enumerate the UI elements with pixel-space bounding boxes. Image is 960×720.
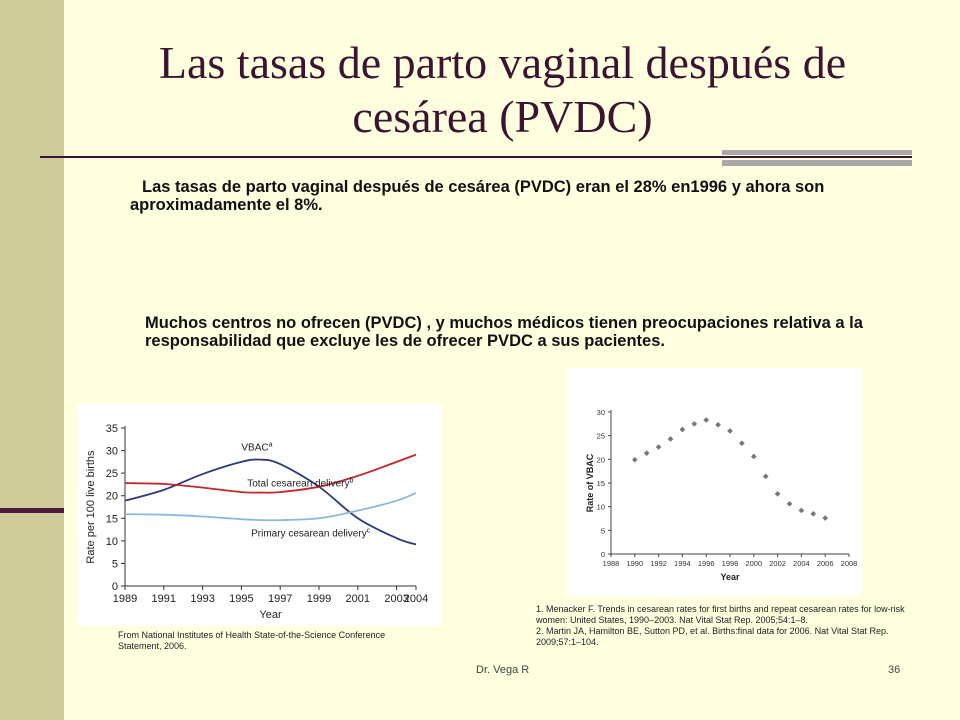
scatter-chart-panel: 0 5 10 15 20 25 30 1988 1990 1992 1994 1996 1998 2000…	[567, 368, 861, 596]
x-tick-label: 1990	[626, 559, 643, 568]
body-paragraph-centers: Muchos centros no ofrecen (PVDC) , y muc…	[145, 314, 863, 350]
x-tick-label: 1989	[113, 593, 137, 605]
x-tick-label: 1999	[307, 593, 331, 605]
footer-author: Dr. Vega R	[476, 664, 530, 676]
data-point	[679, 426, 686, 433]
chart-source-credit: From National Institutes of Health State…	[118, 630, 386, 651]
references-list: 1. Menacker F. Trends in cesarean rates …	[536, 604, 912, 648]
slide-number: 36	[888, 664, 901, 676]
x-tick-label: 1997	[268, 593, 292, 605]
y-axis-title: Rate per 100 live births	[85, 450, 97, 564]
x-tick-label: 2004	[793, 559, 810, 568]
series-label-1: VBACa	[241, 442, 272, 454]
y-tick-label: 15	[597, 479, 605, 488]
y-tick-label: 30	[106, 446, 118, 458]
body-paragraph-rates: Las tasas de parto vaginal después de ce…	[130, 178, 825, 214]
title-divider-accent-bottom	[722, 160, 912, 166]
data-point	[727, 428, 733, 434]
data-point	[822, 515, 829, 521]
data-point	[631, 456, 638, 463]
title-divider	[40, 156, 912, 158]
title-divider-accent-top	[722, 150, 912, 155]
line-chart-panel: 0 5 10 15 20 25 30 35 1989 1991 1993 1995 1997 1999 20…	[78, 404, 442, 626]
data-point	[703, 417, 710, 423]
y-tick-label: 5	[601, 526, 605, 535]
x-axis-title: Year	[259, 609, 282, 621]
reference-item: 2. Martin JA, Hamilton BE, Sutton PD, et…	[536, 626, 889, 647]
y-tick-label: 25	[106, 468, 118, 480]
left-accent-bar	[0, 508, 64, 513]
y-tick-label: 35	[106, 423, 118, 435]
y-tick-label: 25	[597, 432, 605, 441]
y-tick-label: 30	[597, 408, 605, 417]
data-point	[810, 510, 817, 517]
y-tick-label: 20	[597, 455, 605, 464]
y-axis-title: Rate of VBAC	[585, 453, 595, 512]
x-tick-label: 2002	[769, 559, 786, 568]
series-label-3: Primary cesarean deliveryc	[251, 527, 371, 539]
x-tick-label: 1996	[698, 559, 715, 568]
x-tick-label: 2001	[346, 593, 370, 605]
x-tick-label: 1993	[190, 593, 214, 605]
left-sidebar-band	[0, 0, 64, 720]
series-label-2: Total cesarean deliveryb	[247, 478, 353, 490]
data-point	[786, 500, 793, 507]
data-point	[667, 436, 674, 442]
data-point	[739, 440, 745, 447]
y-tick-label: 10	[106, 536, 118, 548]
scatter-chart: 0 5 10 15 20 25 30 1988 1990 1992 1994 1996 1998 2000…	[585, 408, 858, 582]
x-tick-label: 2008	[841, 559, 858, 568]
data-point	[750, 453, 757, 460]
data-point	[762, 473, 769, 480]
line-chart: 0 5 10 15 20 25 30 35 1989 1991 1993 1995 1997 1999 20…	[85, 423, 428, 621]
x-axis-title: Year	[720, 572, 740, 582]
y-tick-label: 0	[112, 581, 118, 593]
y-tick-label: 0	[601, 550, 605, 559]
reference-item: 1. Menacker F. Trends in cesarean rates …	[536, 604, 905, 625]
x-tick-label: 2004	[404, 593, 428, 605]
data-point	[715, 421, 721, 428]
x-tick-label: 1995	[229, 593, 253, 605]
y-tick-label: 10	[597, 503, 605, 512]
data-point	[774, 491, 781, 497]
data-point	[643, 450, 650, 457]
series-line-3	[124, 492, 417, 522]
series-line-2	[124, 453, 417, 494]
y-tick-label: 20	[106, 491, 118, 503]
data-point	[655, 444, 662, 450]
x-tick-label: 1998	[722, 559, 739, 568]
x-tick-label: 2003	[384, 593, 408, 605]
data-point	[691, 421, 698, 427]
x-tick-label: 1994	[674, 559, 691, 568]
x-tick-label: 1988	[603, 559, 620, 568]
x-tick-label: 2006	[817, 559, 834, 568]
data-point	[798, 507, 805, 514]
x-tick-label: 2000	[745, 559, 762, 568]
x-tick-label: 1992	[650, 559, 667, 568]
series-line-1	[124, 458, 417, 546]
y-tick-label: 5	[112, 558, 118, 570]
slide-title: Las tasas de parto vaginal después de ce…	[158, 37, 847, 142]
y-tick-label: 15	[106, 513, 118, 525]
x-tick-label: 1991	[152, 593, 176, 605]
